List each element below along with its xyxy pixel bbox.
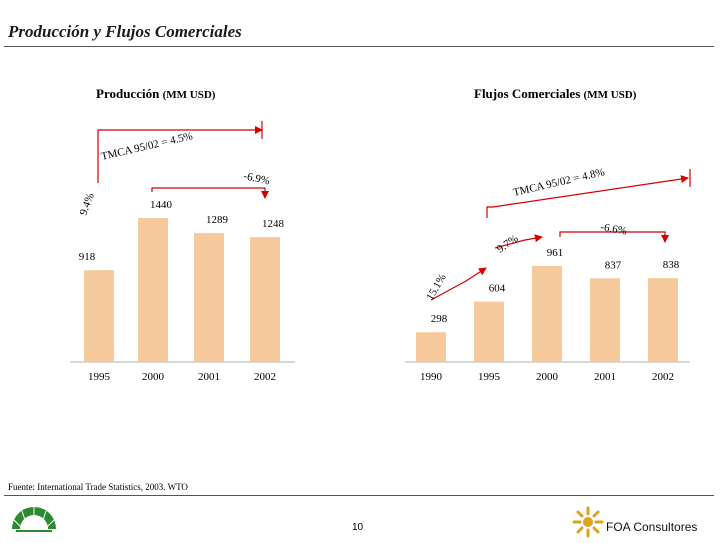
production-bar-2000 <box>138 218 168 362</box>
production-category-label-2000: 2000 <box>142 371 165 383</box>
production-category-label-2002: 2002 <box>254 371 276 383</box>
production-category-label-2001: 2001 <box>198 371 220 383</box>
trade-title-text: Flujos Comerciales <box>474 86 581 101</box>
production-bar-chart: 918 1995 1440 2000 1289 2001 1248 2002 <box>70 199 295 383</box>
production-bar-2002 <box>250 237 280 362</box>
production-bar-2001 <box>194 233 224 362</box>
production-bar-1995 <box>84 270 114 362</box>
footer-divider <box>4 495 714 496</box>
left-change-arrow <box>151 187 269 199</box>
trade-panel-title: Flujos Comerciales (MM USD) <box>474 86 636 102</box>
production-panel-title: Producción (MM USD) <box>96 86 215 102</box>
production-category-label-1995: 1995 <box>88 371 111 383</box>
left-growth-label: 9.4% <box>78 191 97 217</box>
right-tmca-label: TMCA 95/02 = 4.8% <box>512 166 606 199</box>
trade-category-label-2000: 2000 <box>536 371 559 383</box>
trade-category-label-2001: 2001 <box>594 371 616 383</box>
production-value-label-2001: 1289 <box>206 214 229 226</box>
trade-unit: (MM USD) <box>583 89 637 101</box>
production-value-label-2002: 1248 <box>262 218 285 230</box>
trade-bar-2000 <box>532 265 562 362</box>
brand-name: FOA Consultores <box>606 520 698 534</box>
slide-title: Producción y Flujos Comerciales <box>8 22 242 41</box>
left-tmca-label: TMCA 95/02 = 4.5% <box>100 130 194 163</box>
production-unit: (MM USD) <box>162 89 216 101</box>
trade-value-label-1990: 298 <box>431 313 448 325</box>
title-divider <box>4 46 714 47</box>
trade-category-label-1990: 1990 <box>420 371 443 383</box>
trade-bar-2001 <box>590 278 620 362</box>
right-growth-arrow-b <box>494 234 543 249</box>
page-number: 10 <box>352 522 364 533</box>
foa-sun-logo-icon <box>572 506 604 543</box>
right-change-arrow <box>559 231 669 243</box>
right-growth-a-label: 15.1% <box>424 272 449 303</box>
trade-bar-1995 <box>474 301 504 362</box>
trade-category-label-2002: 2002 <box>652 371 674 383</box>
trade-bar-chart: 298 1990 604 1995 961 2000 837 2001 838 2002 <box>405 247 690 383</box>
production-value-label-2000: 1440 <box>150 199 173 211</box>
production-value-label-1995: 918 <box>79 251 96 263</box>
trade-bar-2002 <box>648 278 678 362</box>
caniem-logo-icon <box>8 503 60 538</box>
trade-value-label-2000: 961 <box>547 247 564 259</box>
left-tmca-arrow <box>97 126 263 183</box>
right-growth-arrow-a <box>430 267 487 301</box>
trade-value-label-1995: 604 <box>489 283 506 295</box>
trade-category-label-1995: 1995 <box>478 371 501 383</box>
trade-bar-1990 <box>416 332 446 362</box>
right-growth-b-label: 9.7% <box>495 232 521 255</box>
production-title-text: Producción <box>96 86 160 101</box>
left-change-label: -6.9% <box>242 170 270 187</box>
right-tmca-arrow <box>486 175 689 218</box>
source-note: Fuente: International Trade Statistics, … <box>8 482 188 492</box>
trade-value-label-2001: 837 <box>605 259 622 271</box>
trade-value-label-2002: 838 <box>663 259 680 271</box>
right-change-label: -6.6% <box>599 221 627 237</box>
